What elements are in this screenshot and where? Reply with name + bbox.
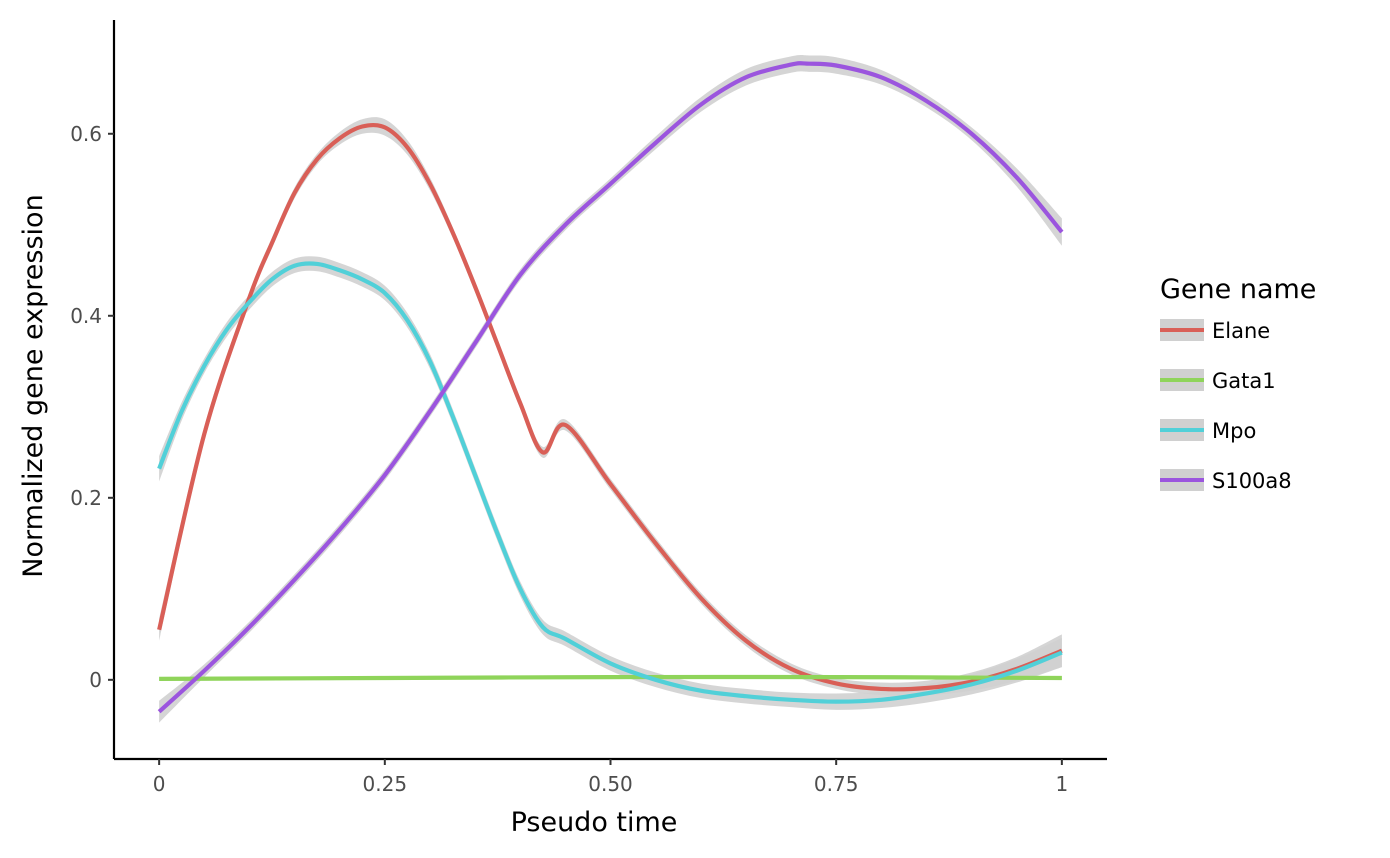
confidence-band-elane (159, 117, 1062, 696)
x-tick-label: 1 (1055, 772, 1068, 796)
y-axis-title: Normalized gene expression (18, 194, 49, 577)
legend-item-gata1: Gata1 (1160, 369, 1276, 393)
legend-title: Gene name (1160, 274, 1316, 305)
confidence-band-s100a8 (159, 55, 1062, 723)
y-axis-ticks: 0 0.2 0.4 0.6 (70, 122, 114, 692)
legend-label-s100a8: S100a8 (1212, 469, 1292, 493)
x-tick-label: 0.50 (588, 772, 633, 796)
legend-item-elane: Elane (1160, 319, 1270, 343)
confidence-bands (159, 55, 1062, 723)
legend-item-s100a8: S100a8 (1160, 469, 1292, 493)
x-tick-label: 0 (153, 772, 166, 796)
y-tick-label: 0.2 (70, 486, 102, 510)
legend: Gene name Elane Gata1 Mpo S100a8 (1160, 274, 1316, 493)
series-line-s100a8 (157, 61, 1064, 714)
series-line-elane (157, 122, 1063, 692)
legend-item-mpo: Mpo (1160, 419, 1256, 443)
series-lines (157, 61, 1064, 714)
x-tick-label: 0.75 (814, 772, 859, 796)
x-axis-title: Pseudo time (511, 807, 678, 838)
x-axis-ticks: 0 0.25 0.50 0.75 1 (153, 759, 1068, 796)
legend-label-gata1: Gata1 (1212, 369, 1276, 393)
y-tick-label: 0.6 (70, 122, 102, 146)
x-tick-label: 0.25 (363, 772, 408, 796)
y-tick-label: 0 (89, 668, 102, 692)
legend-label-mpo: Mpo (1212, 419, 1256, 443)
legend-label-elane: Elane (1212, 319, 1270, 343)
series-line-gata1 (159, 674, 1062, 682)
series-line-mpo (157, 261, 1063, 704)
y-tick-label: 0.4 (70, 304, 102, 328)
